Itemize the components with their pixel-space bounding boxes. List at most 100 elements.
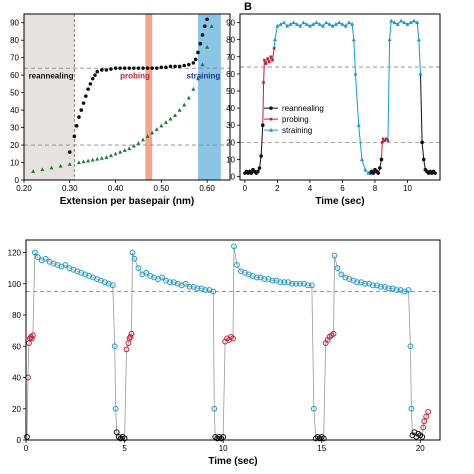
panel-a-black-point [141, 66, 145, 70]
panel-b-point-straining [311, 22, 316, 26]
panel-b-point-straining [405, 22, 410, 26]
panel-b-point-straining [359, 157, 364, 162]
panel-c-point-probing [128, 330, 135, 337]
panel-c-ytick-label: 100 [8, 280, 22, 289]
panel-a-green-triangle [150, 130, 155, 135]
panel-a-green-triangle [154, 127, 159, 131]
panel-a-green-triangle [141, 137, 146, 142]
panel-b-ytick-label: 80 [226, 36, 235, 45]
panel-c-ytick-label: 20 [12, 405, 21, 414]
panel-c-point-probing [123, 346, 130, 353]
panel-b-point-straining [317, 22, 322, 26]
panel-b-ytick-label: 10 [226, 155, 235, 164]
panel-c-trace-segment [327, 336, 330, 341]
panel-b-ytick-label: 90 [226, 19, 235, 28]
panel-c-trace-segment [323, 343, 327, 439]
panel-b-legend-marker-probing [269, 117, 273, 121]
panel-b-point-reannealing [256, 169, 260, 174]
panel-a-black-point [136, 66, 141, 70]
panel-a-green-triangle [145, 134, 150, 138]
panel-c-trace-segment [132, 252, 135, 259]
panel-b-point-straining [356, 123, 361, 127]
panel-b-point-reannealing [421, 157, 426, 162]
panel-a-ytick-label: 80 [10, 36, 19, 45]
panel-a-green-triangle [76, 160, 81, 165]
panel-b-point-straining [301, 20, 306, 25]
panel-c-trace-segment [232, 246, 235, 339]
panel-a-green-triangle [86, 158, 91, 163]
panel-b-point-straining [343, 23, 348, 28]
panel-a-green-triangle [205, 45, 210, 49]
panel-a-black-point [88, 82, 93, 86]
panel-b-point-straining [402, 20, 407, 25]
panel-a-black-point [84, 94, 88, 98]
panel-b-point-straining [337, 20, 342, 25]
panel-a-black-point [109, 67, 113, 71]
panel-c-point-probing [330, 330, 337, 337]
panel-b-ytick-label: 30 [226, 121, 235, 130]
panel-c-point-straining [408, 405, 415, 412]
panel-b-point-straining [281, 20, 286, 25]
panel-c-trace-segment [313, 408, 317, 439]
panel-c-point-straining [253, 274, 260, 281]
panel-b-point-straining [415, 20, 420, 25]
panel-a-black-point [193, 57, 198, 62]
panel-a-black-point [74, 124, 79, 128]
panel-a-xtick-label: 0.40 [108, 184, 124, 193]
panel-c-point-straining [129, 249, 136, 256]
panel-c-point-straining [362, 280, 368, 287]
panel-c-trace-segment [337, 267, 342, 275]
panel-b-ytick-label: 20 [226, 138, 235, 147]
panel-b-point-reannealing [259, 154, 263, 158]
panel-b-point-straining [363, 167, 368, 172]
panel-b-point-straining [416, 37, 421, 42]
panel-c-trace-segment [333, 255, 335, 334]
panel-a-green-triangle [40, 167, 45, 172]
panel-b-trace-segment-reannealing [260, 125, 264, 157]
panel-b-point-probing [269, 55, 273, 59]
panel-a-green-triangle [67, 162, 72, 166]
panel-b-ytick-label: 0 [231, 173, 236, 182]
panel-a-frame [23, 13, 231, 181]
panel-b-point-probing [262, 81, 265, 84]
panel-b-point-straining [353, 71, 358, 76]
panel-a-black-point [77, 115, 81, 119]
panel-c-point-reannealing [113, 429, 120, 436]
panel-a-black-point [93, 73, 97, 77]
panel-a-region-label-straining: straining [187, 72, 221, 81]
panel-c-point-straining [261, 276, 268, 282]
panel-a-green-triangle [168, 116, 173, 121]
panel-c-trace-segment [422, 421, 425, 428]
panel-c-point-straining [143, 269, 150, 276]
panel-a-black-point [81, 101, 86, 105]
panel-c-point-straining [277, 279, 284, 286]
panel-b-point-straining [389, 18, 394, 23]
panel-b-point-straining [350, 22, 355, 26]
panel-c-trace-segment [126, 343, 129, 350]
panel-b-trace-segment-straining [361, 159, 366, 170]
panel-a-green-triangle [118, 149, 123, 154]
panel-c-trace-segment [311, 285, 315, 409]
panel-c-point-straining [182, 280, 189, 287]
panel-b-legend-label-straining: straining [282, 126, 312, 135]
panel-a-x-axis-label: Extension per basepair (nm) [60, 196, 194, 207]
panel-c-trace-segment [222, 341, 226, 437]
panel-b-legend-marker-straining [269, 127, 273, 132]
panel-c-xtick-label: 0 [24, 444, 29, 453]
panel-c-trace-segment [410, 346, 412, 409]
panel-c-point-reannealing [419, 433, 426, 440]
panel-b-ytick-label: 50 [226, 87, 235, 96]
panel-b-plot: reannealing probing straining 0 2 4 6 8 10 0 10 20 3… [226, 13, 441, 207]
panel-c-point-probing [29, 335, 35, 342]
panel-b-x-axis-label: Time (sec) [315, 196, 364, 207]
panel-b-point-straining [387, 37, 392, 42]
panel-c-point-straining [385, 285, 392, 292]
panel-b-point-probing [263, 58, 266, 62]
panel-c-xtick-label: 15 [317, 444, 326, 453]
panel-b-trace-segment-reannealing [259, 155, 262, 169]
panel-a-ytick-label: 10 [10, 159, 19, 168]
panel-a-black-point [100, 68, 104, 72]
panel-b-point-straining [275, 23, 280, 28]
panel-c-trace-segment [129, 336, 131, 339]
